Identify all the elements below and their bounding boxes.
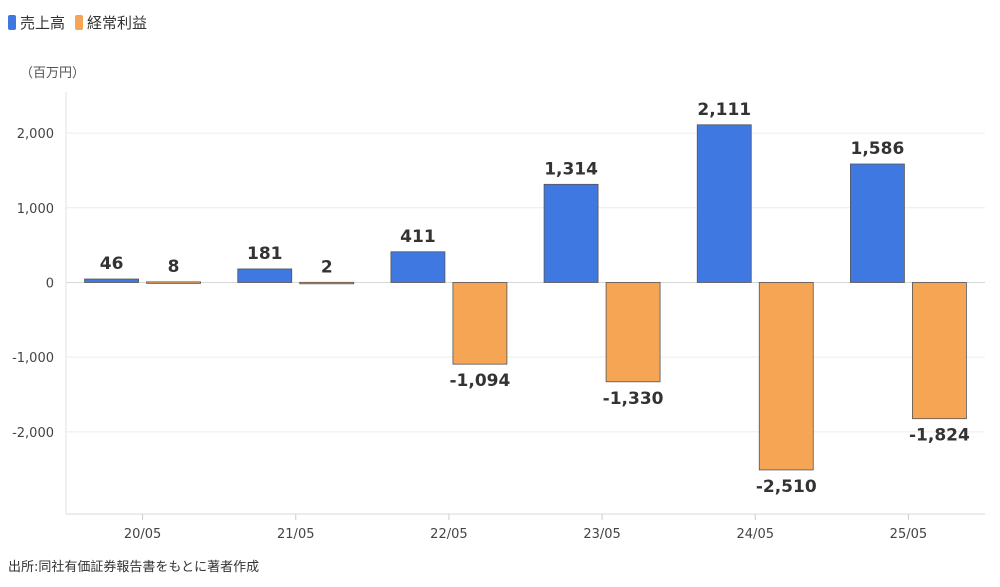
bar-ordinary-profit[interactable]	[758, 282, 814, 471]
y-tick-label: 0	[46, 276, 54, 291]
bar-sales[interactable]	[237, 268, 293, 283]
bar-ordinary-profit[interactable]	[299, 281, 355, 285]
x-tick-label: 23/05	[583, 527, 620, 542]
data-label-ordinary-profit: 8	[168, 257, 180, 277]
data-label-sales: 1,586	[851, 139, 905, 159]
data-label-ordinary-profit: -1,824	[909, 426, 970, 446]
y-tick-label: 1,000	[17, 202, 54, 217]
x-tick-label: 22/05	[430, 527, 467, 542]
legend-swatch-sales	[8, 15, 16, 30]
data-label-sales: 181	[247, 244, 283, 264]
data-label-sales: 411	[400, 227, 436, 247]
data-label-ordinary-profit: -1,094	[450, 371, 511, 391]
data-label-ordinary-profit: 2	[321, 257, 333, 277]
legend: 売上高 経常利益	[8, 12, 147, 33]
bar-sales[interactable]	[696, 124, 752, 283]
data-label-sales: 1,314	[544, 159, 598, 179]
bar-ordinary-profit[interactable]	[452, 282, 508, 365]
legend-swatch-ordinary-profit	[75, 15, 84, 30]
legend-label-ordinary-profit: 経常利益	[87, 14, 148, 32]
bar-sales[interactable]	[543, 183, 599, 283]
y-tick-label: 2,000	[17, 127, 54, 142]
legend-item-sales[interactable]: 売上高	[8, 12, 65, 33]
bar-sales[interactable]	[84, 278, 139, 283]
legend-label-sales: 売上高	[20, 14, 66, 32]
x-tick-label: 24/05	[737, 527, 774, 542]
bar-sales[interactable]	[850, 163, 905, 283]
bar-ordinary-profit[interactable]	[146, 281, 201, 284]
bar-chart: 2,000 1,000 0 -1,000 -2,000 20/05 46 8 21/05 181 2…	[12, 92, 985, 542]
x-tick-label: 20/05	[124, 527, 161, 542]
y-axis-unit-label: （百万円）	[20, 66, 86, 81]
data-label-sales: 46	[100, 254, 124, 274]
source-note: 出所:同社有価証券報告書をもとに著者作成	[8, 560, 260, 575]
data-label-ordinary-profit: -1,330	[603, 389, 664, 409]
legend-item-ordinary-profit[interactable]: 経常利益	[75, 12, 147, 33]
x-tick-label: 21/05	[277, 527, 314, 542]
data-label-sales: 2,111	[697, 100, 751, 120]
data-label-ordinary-profit: -2,510	[756, 477, 817, 497]
bar-ordinary-profit[interactable]	[605, 282, 661, 383]
bar-sales[interactable]	[390, 251, 446, 283]
y-tick-label: -1,000	[12, 351, 54, 366]
y-tick-label: -2,000	[12, 426, 54, 441]
x-tick-label: 25/05	[890, 527, 927, 542]
bar-ordinary-profit[interactable]	[912, 282, 967, 420]
